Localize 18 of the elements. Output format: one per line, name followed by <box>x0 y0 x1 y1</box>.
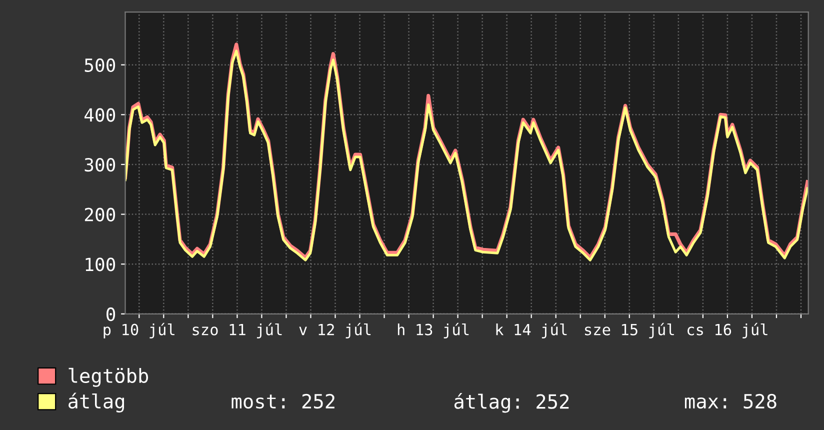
legend-label: legtöbb <box>68 368 148 387</box>
y-tick-label: 300 <box>84 158 116 172</box>
text: átlag: 252 <box>454 393 569 413</box>
y-tick-label: 0 <box>106 307 116 322</box>
text: most: 252 <box>232 394 334 409</box>
x-tick-label: sze 15 júl <box>585 322 674 338</box>
y-tick-label: 100 <box>86 258 116 272</box>
y-tick-label: 400 <box>84 108 116 122</box>
x-tick-label: szo 11 júl <box>192 322 282 338</box>
x-tick-label: k 14 júl <box>496 322 567 338</box>
x-tick-label: h 13 júl <box>398 322 469 338</box>
legend-label: átlag <box>68 392 124 412</box>
x-tick-label: v 12 júl <box>299 322 371 338</box>
text: max: 528 <box>684 394 776 409</box>
x-tick-label: cs 16 júl <box>688 322 768 338</box>
y-tick-label: 500 <box>84 58 116 72</box>
y-tick-label: 200 <box>84 208 116 222</box>
x-tick-label: p 10 júl <box>104 322 174 338</box>
